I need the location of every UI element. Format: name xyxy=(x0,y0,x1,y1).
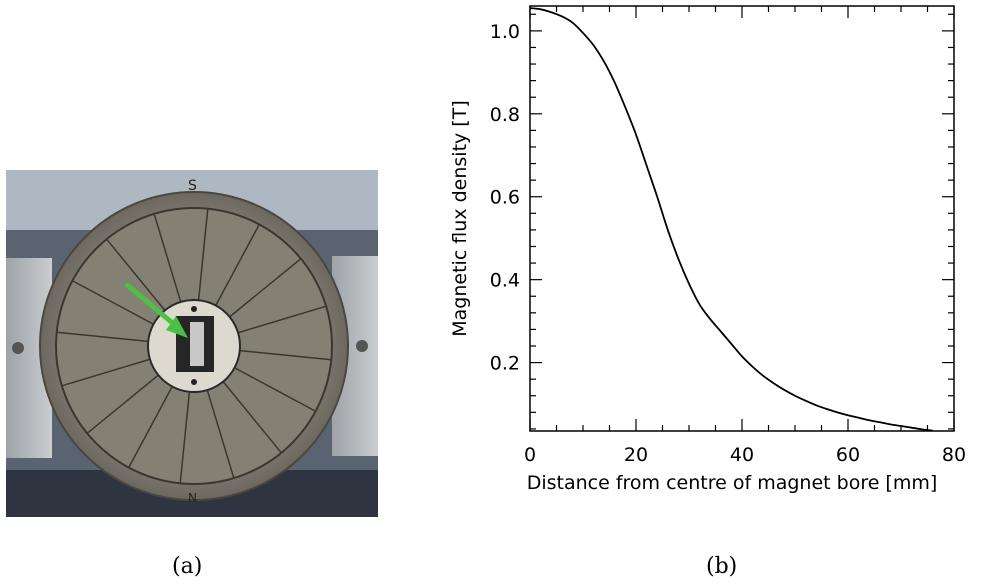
x-tick-label: 20 xyxy=(624,444,648,466)
segment-divider xyxy=(234,367,316,412)
segment-divider xyxy=(239,349,332,361)
x-tick-label: 60 xyxy=(836,444,860,466)
magnet-photo-svg: S N xyxy=(6,170,378,517)
y-tick-label: 0.8 xyxy=(490,104,520,126)
magnet-photo: S N xyxy=(6,170,378,517)
green-arrow-head xyxy=(166,316,188,338)
segment-divider xyxy=(106,238,166,311)
left-screw xyxy=(12,342,24,354)
segment-divider xyxy=(56,331,149,343)
y-tick-label: 1.0 xyxy=(490,21,520,43)
segment-divider xyxy=(179,391,191,484)
axis-ticks xyxy=(529,6,955,431)
segment-divider xyxy=(229,258,302,318)
flux-density-chart: 0 20 40 60 80 0.2 0.4 0.6 0.8 1.0 Distance from c… xyxy=(440,0,994,530)
sample xyxy=(190,322,204,366)
x-axis-label: Distance from centre of magnet bore [mm] xyxy=(527,472,938,494)
segment-divider xyxy=(215,224,260,306)
segment-dividers xyxy=(56,208,332,484)
y-tick-label: 0.4 xyxy=(490,270,520,292)
caption-b: (b) xyxy=(706,554,738,579)
segment-divider xyxy=(153,213,182,303)
segment-divider xyxy=(72,280,154,325)
right-screw xyxy=(356,340,368,352)
y-axis-label: Magnetic flux density [T] xyxy=(449,100,471,336)
holder-screw-top xyxy=(191,306,197,312)
segment-divider xyxy=(206,389,235,479)
x-tick-label: 80 xyxy=(942,444,966,466)
segment-divider xyxy=(86,374,159,434)
y-tick-label: 0.2 xyxy=(490,353,520,375)
chart-svg: 0 20 40 60 80 0.2 0.4 0.6 0.8 1.0 Distance from c… xyxy=(449,5,966,494)
segment-divider xyxy=(222,381,282,454)
south-mark: S xyxy=(188,178,197,194)
segment-divider xyxy=(197,208,209,301)
plot-frame xyxy=(529,5,955,432)
north-mark: N xyxy=(188,491,197,505)
green-arrow-shaft xyxy=(124,282,178,328)
segment-divider xyxy=(128,386,173,468)
segment-divider xyxy=(237,305,327,334)
holder-screw-bottom xyxy=(191,379,197,385)
x-tick-label: 0 xyxy=(524,444,536,466)
segment-divider xyxy=(61,358,151,387)
flux-density-line xyxy=(529,7,933,432)
caption-a: (a) xyxy=(172,554,203,579)
tick-labels: 0 20 40 60 80 0.2 0.4 0.6 0.8 1.0 xyxy=(490,21,966,466)
x-tick-label: 40 xyxy=(730,444,754,466)
y-tick-label: 0.6 xyxy=(490,187,520,209)
